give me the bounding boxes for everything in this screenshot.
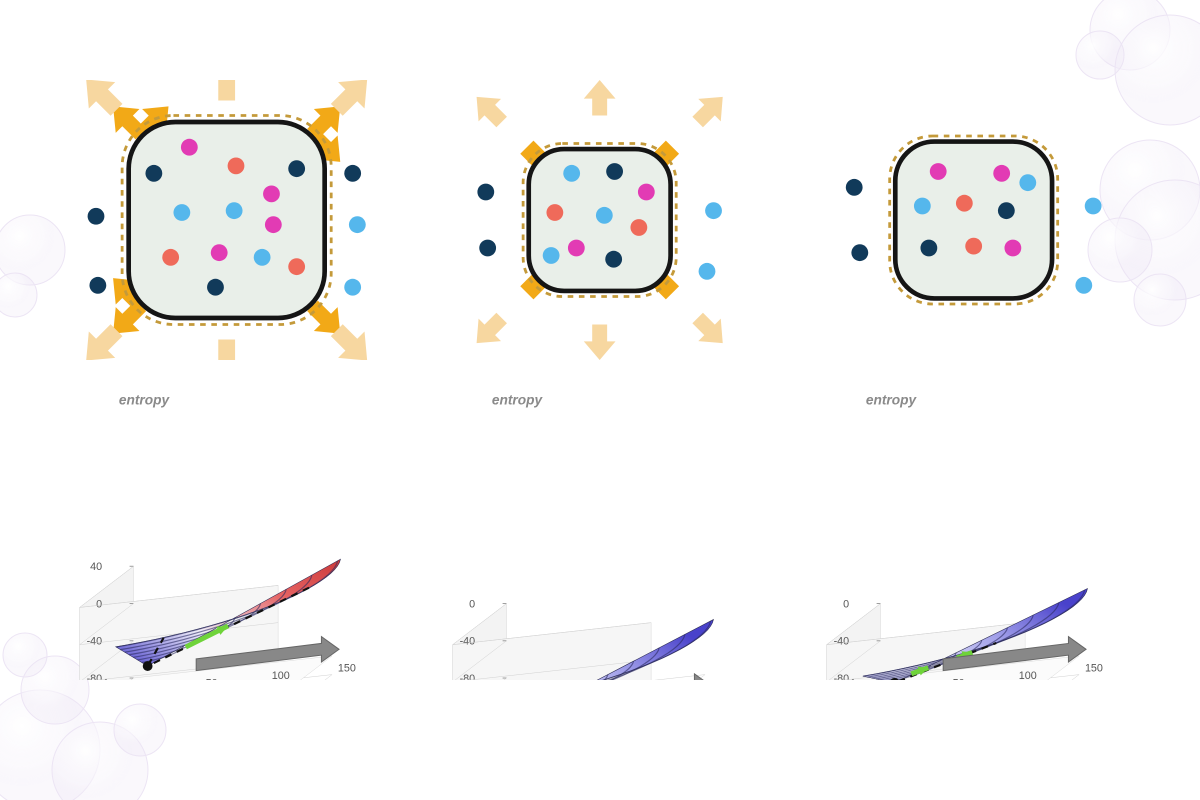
particle-dot	[547, 204, 564, 221]
z-tick: 0	[469, 598, 475, 610]
particle-dot	[478, 184, 495, 201]
particle-dot	[288, 160, 305, 177]
particle-dot	[638, 184, 655, 201]
particle-dot	[265, 216, 282, 233]
z-tick: -80	[87, 673, 103, 680]
plot-title: entropy	[119, 393, 171, 408]
particle-dot	[162, 249, 179, 266]
particle-dot	[929, 163, 946, 180]
particle-dot	[344, 279, 361, 296]
particle-dot	[998, 202, 1015, 219]
x-tick: 150	[338, 663, 356, 675]
particle-dot	[845, 179, 862, 196]
particle-dot	[173, 204, 190, 221]
particle-dot	[263, 185, 280, 202]
particle-dot	[1084, 198, 1101, 215]
particle-dot	[699, 263, 716, 280]
particle-dot	[705, 202, 722, 219]
plot-title: entropy	[492, 393, 544, 408]
particle-dot	[228, 157, 245, 174]
x-tick: 100	[272, 670, 290, 680]
x-tick: 50	[952, 677, 964, 680]
particle-dot	[88, 208, 105, 225]
entropy-plot-b: entropy-120-80-400050100150020406080100	[433, 380, 766, 680]
particle-dot	[1004, 240, 1021, 257]
vesicle-panel-c	[807, 80, 1140, 360]
particle-dot	[254, 249, 271, 266]
particle-dot	[543, 247, 560, 264]
particle-dot	[344, 165, 361, 182]
particle-dot	[226, 202, 243, 219]
z-tick: 40	[90, 561, 102, 573]
particle-dot	[631, 219, 648, 236]
particle-dot	[965, 238, 982, 255]
entropy-plot-a: entropy-80-40040050100150020406080100	[60, 380, 393, 680]
particle-dot	[568, 240, 585, 257]
particle-dot	[993, 165, 1010, 182]
particle-dot	[181, 139, 198, 156]
particle-dot	[606, 251, 623, 268]
z-tick: -80	[833, 673, 849, 680]
particle-dot	[288, 258, 305, 275]
particle-dot	[89, 277, 106, 294]
particle-dot	[349, 216, 366, 233]
z-tick: 0	[843, 598, 849, 610]
particle-dot	[596, 207, 613, 224]
particle-dot	[211, 244, 228, 261]
x-tick: 50	[206, 677, 218, 680]
entropy-plot-c: entropy-80-400050100150020406080100	[807, 380, 1140, 680]
x-tick: 100	[1018, 670, 1036, 680]
particle-dot	[914, 198, 931, 215]
figure-grid: entropy-80-40040050100150020406080100 en…	[60, 80, 1140, 680]
particle-dot	[920, 240, 937, 257]
z-tick: -80	[460, 673, 476, 680]
particle-dot	[564, 165, 581, 182]
vesicle-panel-b	[433, 80, 766, 360]
vesicle-panel-a	[60, 80, 393, 360]
particle-dot	[607, 163, 624, 180]
z-tick: 0	[96, 598, 102, 610]
particle-dot	[480, 240, 497, 257]
back-walls	[453, 604, 705, 680]
particle-dot	[1019, 174, 1036, 191]
particle-dot	[207, 279, 224, 296]
particle-dot	[851, 244, 868, 261]
particle-dot	[145, 165, 162, 182]
x-tick: 150	[1085, 663, 1103, 675]
apex-marker	[143, 661, 153, 671]
plot-title: entropy	[865, 393, 917, 408]
particle-dot	[956, 195, 973, 212]
particle-dot	[1075, 277, 1092, 294]
